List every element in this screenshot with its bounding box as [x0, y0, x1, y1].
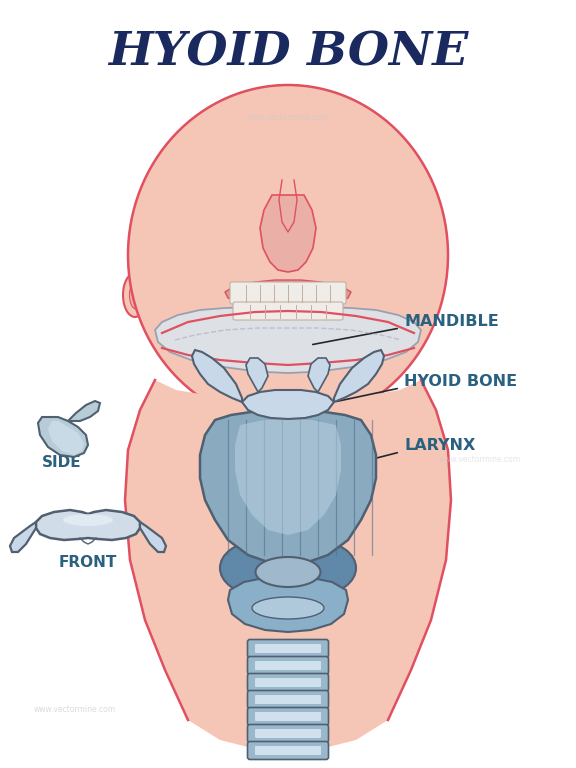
FancyBboxPatch shape	[255, 644, 321, 653]
FancyBboxPatch shape	[248, 707, 328, 726]
Ellipse shape	[128, 85, 448, 425]
Polygon shape	[36, 510, 140, 540]
FancyBboxPatch shape	[255, 661, 321, 670]
Polygon shape	[334, 350, 384, 402]
FancyBboxPatch shape	[255, 729, 321, 738]
Ellipse shape	[220, 542, 292, 594]
Ellipse shape	[123, 273, 147, 317]
Polygon shape	[260, 195, 316, 272]
Ellipse shape	[256, 557, 320, 587]
Polygon shape	[308, 358, 330, 392]
Ellipse shape	[130, 281, 142, 309]
Text: LARYNX: LARYNX	[404, 439, 475, 453]
FancyBboxPatch shape	[248, 690, 328, 709]
Polygon shape	[235, 419, 341, 535]
Text: FRONT: FRONT	[59, 555, 117, 570]
FancyBboxPatch shape	[230, 282, 346, 304]
Text: SIDE: SIDE	[42, 455, 82, 470]
FancyBboxPatch shape	[248, 640, 328, 657]
Polygon shape	[125, 380, 451, 752]
Polygon shape	[38, 417, 88, 457]
Polygon shape	[225, 280, 351, 306]
FancyBboxPatch shape	[255, 746, 321, 755]
Ellipse shape	[284, 542, 356, 594]
Ellipse shape	[63, 514, 113, 526]
Text: MANDIBLE: MANDIBLE	[404, 315, 499, 329]
Polygon shape	[246, 358, 268, 392]
Text: HYOID BONE: HYOID BONE	[108, 29, 468, 75]
FancyBboxPatch shape	[255, 712, 321, 721]
Text: www.vectormine.com: www.vectormine.com	[247, 114, 329, 123]
Polygon shape	[192, 350, 242, 402]
Text: www.vectormine.com: www.vectormine.com	[34, 706, 116, 714]
Polygon shape	[200, 411, 376, 565]
FancyBboxPatch shape	[255, 678, 321, 687]
FancyBboxPatch shape	[233, 302, 343, 320]
Text: www.vectormine.com: www.vectormine.com	[439, 455, 521, 465]
Text: HYOID BONE: HYOID BONE	[404, 375, 517, 389]
Polygon shape	[68, 401, 100, 421]
FancyBboxPatch shape	[255, 695, 321, 704]
Polygon shape	[228, 577, 348, 632]
FancyBboxPatch shape	[248, 724, 328, 743]
FancyBboxPatch shape	[248, 657, 328, 674]
Polygon shape	[242, 390, 334, 419]
Polygon shape	[48, 421, 84, 455]
Polygon shape	[10, 522, 36, 552]
FancyBboxPatch shape	[248, 741, 328, 760]
FancyBboxPatch shape	[248, 674, 328, 691]
Polygon shape	[155, 307, 421, 373]
Polygon shape	[140, 522, 166, 552]
Ellipse shape	[252, 597, 324, 619]
